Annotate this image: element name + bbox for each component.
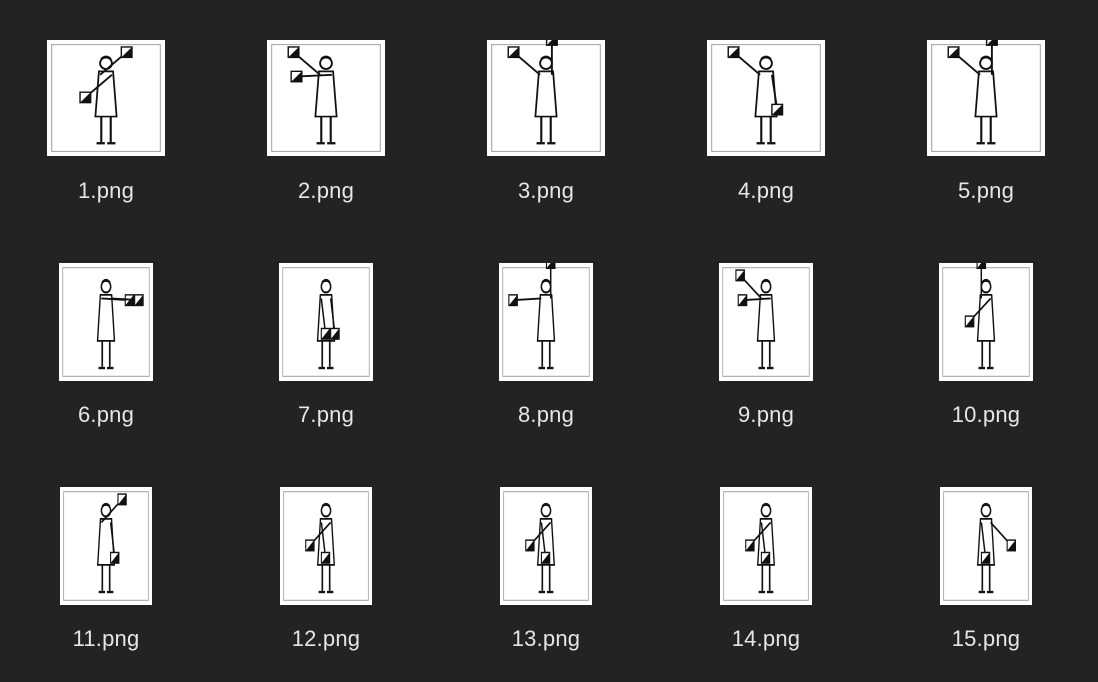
thumbnail (47, 40, 165, 156)
thumbnail (280, 487, 372, 605)
file-item[interactable]: 9.png (666, 252, 866, 452)
semaphore-image-icon (283, 491, 369, 601)
thumbnail (279, 263, 373, 381)
semaphore-image-icon (942, 263, 1030, 377)
semaphore-image-icon (931, 40, 1041, 152)
thumbnail (500, 487, 592, 605)
thumbnail (940, 487, 1032, 605)
thumbnail (59, 263, 153, 381)
file-item[interactable]: 15.png (886, 476, 1086, 676)
file-item[interactable]: 7.png (226, 252, 426, 452)
file-name: 6.png (77, 402, 135, 427)
thumbnail (60, 487, 152, 605)
file-item[interactable]: 1.png (6, 28, 206, 228)
file-name: 4.png (737, 178, 795, 203)
semaphore-image-icon (62, 267, 150, 377)
file-name: 15.png (951, 626, 1021, 651)
thumbnail (487, 40, 605, 156)
file-item[interactable]: 2.png (226, 28, 426, 228)
semaphore-image-icon (63, 491, 149, 601)
thumbnail (720, 487, 812, 605)
thumbnail (499, 263, 593, 381)
semaphore-image-icon (282, 267, 370, 377)
thumbnail (719, 263, 813, 381)
file-name: 9.png (737, 402, 795, 427)
file-name: 5.png (957, 178, 1015, 203)
semaphore-image-icon (271, 44, 381, 152)
semaphore-image-icon (502, 263, 590, 377)
file-item[interactable]: 11.png (6, 476, 206, 676)
file-item[interactable]: 3.png (446, 28, 646, 228)
file-name: 10.png (951, 402, 1021, 427)
file-item[interactable]: 5.png (886, 28, 1086, 228)
file-name: 8.png (517, 402, 575, 427)
file-item[interactable]: 8.png (446, 252, 646, 452)
semaphore-image-icon (503, 491, 589, 601)
file-item[interactable]: 12.png (226, 476, 426, 676)
semaphore-image-icon (51, 44, 161, 152)
file-item[interactable]: 14.png (666, 476, 866, 676)
thumbnail (927, 40, 1045, 156)
file-name: 11.png (72, 626, 140, 651)
file-item[interactable]: 4.png (666, 28, 866, 228)
thumbnail (707, 40, 825, 156)
thumbnail (267, 40, 385, 156)
semaphore-image-icon (722, 267, 810, 377)
semaphore-image-icon (491, 40, 601, 152)
semaphore-image-icon (711, 44, 821, 152)
file-name: 2.png (297, 178, 355, 203)
file-name: 1.png (77, 178, 135, 203)
file-item[interactable]: 6.png (6, 252, 206, 452)
file-name: 14.png (731, 626, 801, 651)
semaphore-image-icon (943, 491, 1029, 601)
file-name: 7.png (297, 402, 355, 427)
file-name: 3.png (517, 178, 575, 203)
file-name: 12.png (291, 626, 361, 651)
file-name: 13.png (511, 626, 581, 651)
thumbnail (939, 263, 1033, 381)
file-item[interactable]: 13.png (446, 476, 646, 676)
semaphore-image-icon (723, 491, 809, 601)
file-item[interactable]: 10.png (886, 252, 1086, 452)
